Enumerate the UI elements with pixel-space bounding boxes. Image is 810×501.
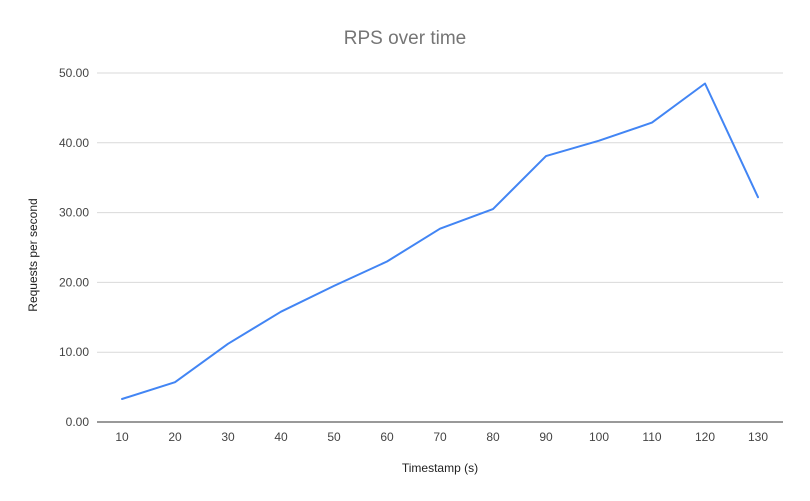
y-axis-label: Requests per second [26,198,40,311]
x-tick-label: 90 [539,430,553,444]
y-tick-label: 10.00 [59,345,89,359]
x-tick-label: 70 [433,430,447,444]
x-tick-label: 80 [486,430,500,444]
x-tick-label: 120 [695,430,715,444]
y-tick-label: 40.00 [59,136,89,150]
x-axis-ticks: 10 20 30 40 50 60 70 80 90 100 110 120 130 [115,430,768,444]
series-line [121,82,759,400]
x-tick-label: 60 [380,430,394,444]
x-tick-label: 50 [327,430,341,444]
y-axis-ticks: 0.00 10.00 20.00 30.00 40.00 50.00 [59,66,89,429]
y-tick-label: 20.00 [59,275,89,289]
y-tick-label: 0.00 [66,415,90,429]
x-tick-label: 10 [115,430,129,444]
x-tick-label: 130 [748,430,768,444]
x-tick-label: 100 [589,430,609,444]
x-tick-label: 110 [642,430,661,444]
x-axis-label: Timestamp (s) [402,461,478,475]
x-tick-label: 30 [221,430,235,444]
y-tick-label: 30.00 [59,206,89,220]
gridlines [97,72,783,423]
chart-title: RPS over time [344,28,466,49]
x-tick-label: 20 [168,430,182,444]
series-layer [121,82,759,400]
x-tick-label: 40 [274,430,288,444]
y-tick-label: 50.00 [59,66,89,80]
